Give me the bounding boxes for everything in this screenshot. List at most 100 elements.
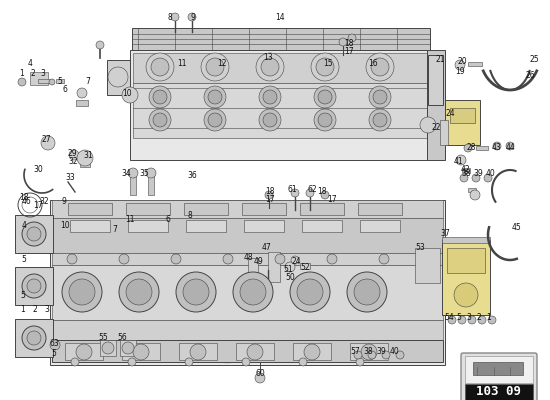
Circle shape: [108, 67, 128, 87]
Circle shape: [448, 316, 456, 324]
Bar: [70, 220, 110, 232]
Bar: [132, 28, 430, 50]
FancyBboxPatch shape: [461, 353, 537, 400]
Circle shape: [455, 60, 465, 70]
Bar: [293, 343, 331, 360]
Bar: [186, 220, 226, 232]
Text: 11: 11: [125, 216, 135, 224]
Bar: [462, 168, 470, 173]
Bar: [15, 215, 53, 253]
Text: 24: 24: [291, 258, 301, 266]
Text: 21: 21: [435, 56, 445, 64]
Circle shape: [255, 373, 265, 383]
Circle shape: [151, 58, 169, 76]
Bar: [300, 203, 344, 215]
Bar: [268, 252, 280, 282]
Text: 15: 15: [323, 58, 333, 68]
Circle shape: [77, 150, 93, 166]
Text: 18: 18: [344, 38, 354, 48]
Circle shape: [306, 189, 314, 197]
Bar: [30, 72, 48, 85]
Text: 29: 29: [67, 148, 77, 158]
Bar: [179, 343, 217, 360]
Text: 51: 51: [283, 266, 293, 274]
Circle shape: [456, 155, 466, 165]
Circle shape: [122, 87, 138, 103]
Circle shape: [133, 344, 149, 360]
Bar: [52, 200, 443, 218]
Circle shape: [50, 340, 60, 350]
Circle shape: [119, 254, 129, 264]
Text: 62: 62: [307, 186, 317, 194]
Circle shape: [464, 144, 472, 152]
Text: 13: 13: [263, 52, 273, 62]
Circle shape: [240, 279, 266, 305]
Text: 47: 47: [262, 242, 272, 252]
Text: 49: 49: [253, 256, 263, 266]
Text: 6: 6: [63, 86, 68, 94]
Text: 38: 38: [461, 170, 471, 178]
Text: e: e: [56, 273, 104, 347]
Text: 63: 63: [49, 338, 59, 348]
Bar: [476, 146, 488, 150]
Bar: [68, 203, 112, 215]
Circle shape: [318, 90, 332, 104]
Circle shape: [460, 174, 468, 182]
Text: 22: 22: [431, 122, 441, 132]
Circle shape: [233, 272, 273, 312]
Text: 1: 1: [20, 68, 24, 78]
Bar: [133, 53, 427, 83]
Circle shape: [373, 113, 387, 127]
Circle shape: [318, 113, 332, 127]
Circle shape: [291, 189, 299, 197]
Text: 14: 14: [275, 14, 285, 22]
Text: 38: 38: [363, 348, 373, 356]
Circle shape: [354, 351, 362, 359]
Text: 11: 11: [177, 58, 187, 68]
Circle shape: [149, 86, 171, 108]
Text: 36: 36: [187, 170, 197, 180]
Circle shape: [304, 344, 320, 360]
Text: 40: 40: [485, 170, 495, 178]
Bar: [38, 79, 50, 83]
Circle shape: [382, 351, 390, 359]
Bar: [100, 340, 116, 356]
Circle shape: [493, 142, 501, 150]
Circle shape: [96, 41, 104, 49]
Circle shape: [354, 279, 380, 305]
Bar: [52, 340, 443, 362]
Text: 48: 48: [243, 252, 253, 262]
Bar: [465, 356, 533, 383]
Text: 5: 5: [58, 78, 63, 86]
Text: 34: 34: [121, 170, 131, 178]
Bar: [350, 343, 388, 360]
Circle shape: [201, 53, 229, 81]
Circle shape: [347, 272, 387, 312]
Circle shape: [478, 316, 486, 324]
Circle shape: [314, 109, 336, 131]
Circle shape: [71, 358, 79, 366]
Text: 5: 5: [20, 290, 25, 300]
Circle shape: [242, 358, 250, 366]
Text: 3: 3: [45, 306, 50, 314]
Circle shape: [263, 113, 277, 127]
Circle shape: [119, 272, 159, 312]
Text: 103 09: 103 09: [476, 386, 521, 398]
Circle shape: [291, 256, 299, 264]
Circle shape: [316, 58, 334, 76]
Circle shape: [190, 344, 206, 360]
Circle shape: [208, 113, 222, 127]
Text: 17: 17: [33, 200, 43, 210]
Circle shape: [285, 262, 295, 272]
Bar: [65, 343, 103, 360]
Circle shape: [484, 174, 492, 182]
Bar: [52, 265, 443, 320]
Bar: [442, 237, 490, 243]
Text: 4: 4: [21, 220, 26, 230]
Circle shape: [256, 53, 284, 81]
Text: 32: 32: [68, 158, 78, 166]
Bar: [15, 267, 53, 305]
Bar: [473, 362, 523, 375]
Circle shape: [259, 86, 281, 108]
Text: 17: 17: [265, 196, 275, 204]
